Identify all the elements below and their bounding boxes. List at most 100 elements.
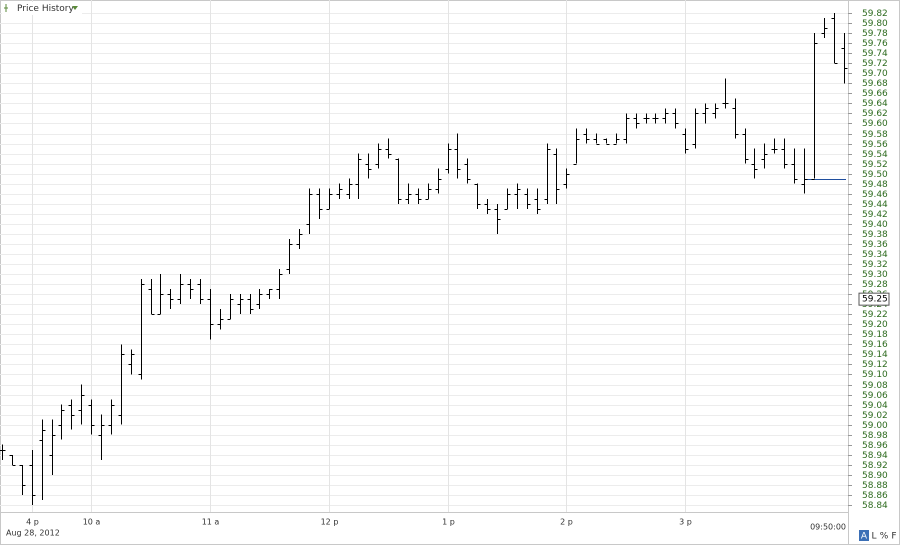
y-tick-label: 59.68 <box>862 79 888 89</box>
ohlc-bar <box>375 143 382 169</box>
ohlc-bar <box>751 148 758 179</box>
time-label: 09:50:00 <box>810 523 846 532</box>
y-tick-label: 59.00 <box>862 421 888 431</box>
y-tick-label: 58.86 <box>862 491 888 501</box>
ohlc-bar <box>563 168 570 189</box>
y-tick-label: 59.80 <box>862 19 888 29</box>
x-tick-label: 3 p <box>679 518 692 527</box>
ohlc-bar <box>821 18 828 39</box>
y-tick-label: 59.14 <box>862 350 888 360</box>
y-tick-label: 59.82 <box>862 9 888 19</box>
mode-button[interactable]: % <box>880 532 889 542</box>
ohlc-bar <box>286 238 293 275</box>
ohlc-bar <box>197 279 204 305</box>
ohlc-bar <box>484 198 491 214</box>
ohlc-bar <box>415 188 422 204</box>
ohlc-bar <box>227 294 234 320</box>
y-tick-label: 59.20 <box>862 320 888 330</box>
y-tick-label: 59.52 <box>862 160 888 170</box>
ohlc-bar <box>494 203 501 234</box>
ohlc-bar <box>672 108 679 129</box>
y-tick-label: 59.74 <box>862 49 888 59</box>
ohlc-bar <box>118 344 125 425</box>
x-tick-label: 10 a <box>83 518 101 527</box>
y-tick-label: 59.28 <box>862 280 888 290</box>
ohlc-bar <box>464 158 471 184</box>
title-icon <box>4 4 8 12</box>
ohlc-bar <box>217 309 224 330</box>
ohlc-bar <box>553 148 560 204</box>
ohlc-bar <box>791 148 798 184</box>
y-tick-label: 59.50 <box>862 170 888 180</box>
ohlc-bar <box>78 384 85 425</box>
ohlc-bar <box>39 419 46 500</box>
y-tick-label: 58.90 <box>862 471 888 481</box>
ohlc-bar <box>256 289 263 310</box>
y-tick-label: 59.16 <box>862 340 888 350</box>
ohlc-bar <box>296 228 303 249</box>
y-tick-label: 59.60 <box>862 119 888 129</box>
mode-button[interactable]: A <box>861 532 868 542</box>
x-tick-label: 1 p <box>442 518 455 527</box>
y-tick-label: 59.58 <box>862 130 888 140</box>
y-tick-label: 59.02 <box>862 411 888 421</box>
y-tick-label: 59.44 <box>862 200 888 210</box>
y-tick-label: 59.36 <box>862 240 888 250</box>
bar-layer <box>0 13 848 505</box>
ohlc-bar <box>771 138 778 154</box>
y-tick-label: 59.78 <box>862 29 888 39</box>
y-tick-label: 58.84 <box>862 501 888 511</box>
ohlc-bar <box>98 414 105 460</box>
mode-button[interactable]: F <box>891 532 896 542</box>
y-tick-label: 59.54 <box>862 150 888 160</box>
ohlc-bar <box>346 178 353 199</box>
mode-button[interactable]: L <box>871 532 876 542</box>
ohlc-bar <box>504 188 511 210</box>
chart-title[interactable]: Price History <box>17 4 75 14</box>
ohlc-bar <box>326 188 333 210</box>
y-tick-label: 59.70 <box>862 69 888 79</box>
ohlc-bar <box>544 143 551 204</box>
y-tick-label: 59.56 <box>862 140 888 150</box>
title-backdrop <box>2 2 82 15</box>
ohlc-bar <box>652 113 659 124</box>
ohlc-bar <box>187 279 194 300</box>
ohlc-bar <box>128 349 135 375</box>
ohlc-bar <box>276 269 283 300</box>
ohlc-bar <box>593 133 600 145</box>
ohlc-bar <box>148 279 155 315</box>
ohlc-bar <box>237 294 244 315</box>
grid-layer <box>0 0 848 512</box>
y-tick-label: 59.46 <box>862 190 888 200</box>
y-tick-label: 59.76 <box>862 39 888 49</box>
y-tick-label: 58.92 <box>862 461 888 471</box>
ohlc-bar <box>108 399 115 435</box>
ohlc-bar <box>514 183 521 209</box>
price-marker-box <box>858 292 890 306</box>
ohlc-bar <box>445 143 452 174</box>
y-tick-label: 59.38 <box>862 230 888 240</box>
ohlc-bar <box>643 113 650 124</box>
title-dropdown[interactable] <box>72 6 78 10</box>
ohlc-bar <box>395 158 402 204</box>
ohlc-bar <box>761 143 768 169</box>
ohlc-bar <box>405 183 412 204</box>
y-tick-label: 59.34 <box>862 250 888 260</box>
ohlc-bar <box>49 419 56 475</box>
ohlc-bar <box>583 128 590 144</box>
ohlc-bar <box>316 188 323 219</box>
ohlc-bar <box>454 133 461 179</box>
ohlc-bar <box>0 444 6 460</box>
ohlc-bar <box>167 289 174 310</box>
y-tick-label: 59.08 <box>862 381 888 391</box>
x-tick-label: 11 a <box>202 518 220 527</box>
y-tick-label: 59.32 <box>862 260 888 270</box>
y-tick-label: 58.94 <box>862 451 888 461</box>
x-tick-label: 12 p <box>321 518 339 527</box>
ohlc-bar <box>336 183 343 199</box>
ohlc-bar <box>702 103 709 124</box>
ohlc-bar <box>811 33 818 180</box>
ohlc-bar <box>603 138 610 145</box>
